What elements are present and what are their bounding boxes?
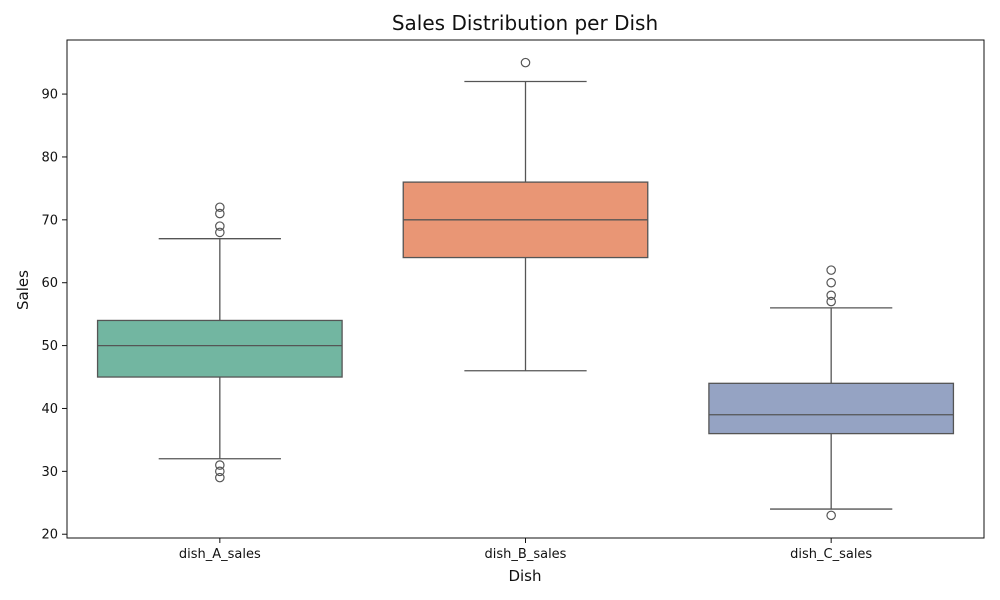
x-tick-label: dish_C_sales	[790, 547, 872, 562]
outlier-point	[826, 277, 836, 288]
iqr-box	[708, 382, 955, 435]
outlier-point	[215, 202, 225, 213]
outlier-point	[520, 57, 531, 68]
chart-title: Sales Distribution per Dish	[392, 11, 658, 35]
outlier-point	[215, 208, 225, 219]
y-tick-label: 60	[41, 276, 58, 291]
outlier-point	[215, 472, 225, 483]
outlier-point	[215, 466, 225, 477]
outlier-point	[826, 510, 836, 521]
plot-frame	[66, 39, 985, 539]
outlier-point	[215, 221, 225, 231]
outlier-point	[826, 296, 836, 307]
x-tick-label: dish_B_sales	[485, 547, 567, 562]
y-tick-label: 20	[41, 528, 58, 543]
outlier-point	[215, 227, 225, 238]
y-tick-label: 70	[41, 213, 58, 228]
y-axis-label: Sales	[14, 270, 32, 310]
y-tick-label: 30	[41, 465, 58, 480]
y-tick-label: 80	[41, 150, 58, 165]
outlier-point	[215, 460, 225, 470]
y-tick-label: 50	[41, 339, 58, 354]
x-axis-label: Dish	[508, 567, 541, 585]
iqr-box	[96, 319, 343, 378]
outlier-point	[826, 265, 836, 275]
y-tick-label: 40	[41, 402, 58, 417]
plot-area: 20 30 40 50 60 70 80 90 dish_A_sales dish_B_sales…	[41, 57, 955, 562]
outlier-point	[826, 290, 836, 301]
y-tick-label: 90	[41, 88, 58, 103]
x-tick-label: dish_A_sales	[179, 547, 261, 562]
